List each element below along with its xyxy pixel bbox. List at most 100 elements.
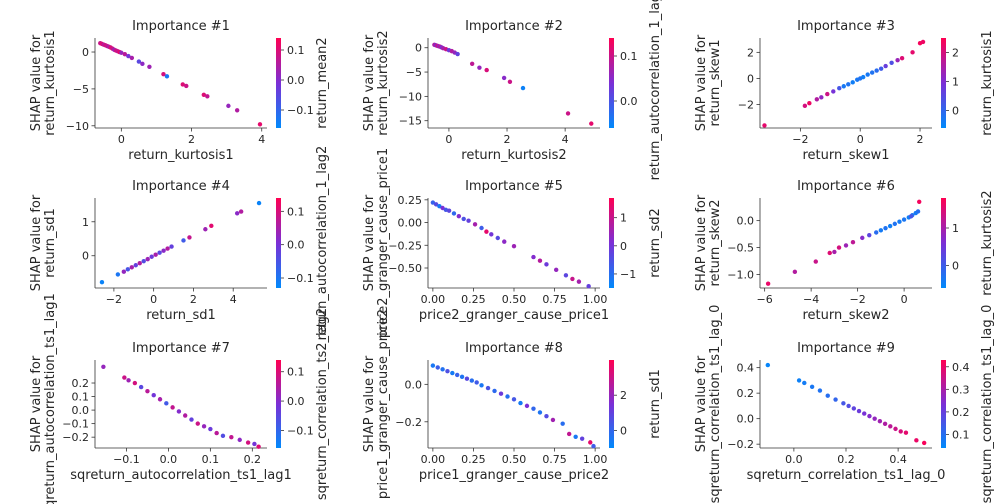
data-point: [903, 430, 909, 435]
data-point: [851, 406, 857, 411]
colorbar-tick-label: 2: [620, 389, 627, 402]
y-axis-label-line1: SHAP value for: [362, 355, 377, 452]
data-point: [813, 259, 818, 264]
data-point: [485, 385, 491, 391]
data-point: [129, 265, 134, 270]
data-point: [182, 413, 188, 418]
x-tick-label: 0.1: [202, 453, 220, 466]
data-point: [507, 79, 513, 84]
data-point: [856, 408, 862, 414]
data-point: [136, 59, 142, 64]
colorbar-label: return_sd2: [648, 208, 663, 278]
x-tick-label: −4: [803, 293, 819, 306]
x-tick-label: −2: [792, 133, 808, 146]
x-axis-label: return_skew2: [803, 308, 890, 323]
data-point: [511, 243, 517, 249]
data-point: [430, 200, 436, 205]
colorbar-tick-label: 0.4: [952, 361, 970, 374]
data-point: [560, 421, 565, 426]
x-tick-label: 0.0: [160, 453, 178, 466]
y-axis-label-line2: return_kurtosis2: [376, 30, 391, 135]
y-axis-label-line2: return_skew2: [708, 200, 723, 287]
data-point: [588, 440, 593, 445]
y-axis-label-line1: SHAP value for: [362, 34, 377, 131]
data-point: [137, 261, 142, 266]
data-point: [201, 92, 207, 98]
colorbar-tick-label: 0: [620, 424, 627, 437]
data-point: [850, 239, 856, 245]
data-point: [101, 364, 106, 369]
data-point: [573, 434, 578, 439]
data-point: [153, 252, 158, 257]
data-point: [180, 82, 185, 87]
data-point: [220, 433, 226, 439]
x-tick-label: 2: [188, 133, 195, 146]
data-point: [484, 67, 489, 73]
x-tick-label: 0.75: [542, 293, 567, 306]
colorbar-tick-label: 1: [952, 76, 959, 89]
panel-importance-8: Importance #8 0.00 0.25 0.50 0.75 1.00 0.0 −0.2…: [362, 309, 663, 499]
y-axis-label-line2: sqreturn_autocorrelation_ts1_lag1: [43, 293, 58, 504]
y-tick-label: −0.2: [727, 438, 754, 451]
data-point: [883, 225, 888, 231]
colorbar: [609, 198, 614, 288]
panel-title: Importance #3: [797, 19, 895, 34]
data-point: [576, 279, 582, 284]
data-point: [257, 122, 263, 127]
colorbar: [941, 198, 946, 288]
data-point: [591, 443, 596, 449]
x-tick-label: 0.50: [502, 293, 527, 306]
y-tick-label: 0.0: [737, 215, 755, 228]
data-point: [238, 209, 244, 214]
y-tick-label: −15: [399, 115, 422, 128]
data-point: [122, 52, 128, 57]
data-point: [921, 440, 927, 446]
data-point: [126, 378, 131, 383]
panel-title: Importance #8: [465, 341, 563, 356]
data-point: [589, 121, 594, 126]
data-point: [831, 89, 836, 94]
data-point: [550, 417, 556, 423]
data-point: [122, 375, 127, 380]
data-point: [141, 258, 146, 264]
y-tick-label: 0.00: [398, 217, 423, 230]
data-point: [437, 203, 442, 209]
data-point: [234, 211, 240, 216]
colorbar-tick-label: 2: [952, 47, 959, 60]
x-axis-label: return_skew1: [803, 148, 890, 163]
data-point: [169, 244, 174, 249]
data-point: [184, 83, 189, 89]
colorbar-tick-label: 0.0: [620, 95, 638, 108]
data-point: [553, 267, 559, 273]
x-tick-label: 0: [445, 133, 452, 146]
x-tick-label: 0: [901, 293, 908, 306]
x-tick-label: 2: [190, 293, 197, 306]
colorbar-label: return_kurtosis2: [980, 190, 995, 295]
data-point: [524, 403, 530, 409]
colorbar-tick-label: 0: [952, 260, 959, 273]
data-point: [205, 94, 210, 99]
x-axis-label: return_kurtosis2: [461, 148, 566, 163]
data-point: [837, 86, 842, 91]
y-tick-label: −1.0: [727, 269, 754, 282]
data-point: [841, 84, 846, 89]
data-point: [489, 232, 494, 237]
y-tick-label: 0.0: [405, 378, 423, 391]
x-tick-label: 0.00: [421, 453, 446, 466]
data-point: [819, 95, 824, 100]
y-tick-label: −10: [66, 120, 89, 133]
colorbar: [609, 360, 614, 448]
data-point: [195, 421, 200, 426]
colorbar-label: return_kurtosis1: [980, 30, 995, 135]
panel-importance-5: Importance #5 0.00 0.25 0.50 0.75 1.00 0.25 0.0…: [362, 148, 663, 338]
y-axis-label-line2: return_kurtosis1: [43, 30, 58, 135]
data-point: [203, 227, 208, 232]
y-axis-label-line1: SHAP value for: [29, 355, 44, 452]
colorbar-tick-label: 0.1: [620, 50, 638, 63]
scatter-points: [101, 364, 261, 449]
y-axis-label-line1: SHAP value for: [29, 194, 44, 291]
data-point: [119, 50, 124, 55]
x-tick-label: 0.25: [461, 293, 486, 306]
